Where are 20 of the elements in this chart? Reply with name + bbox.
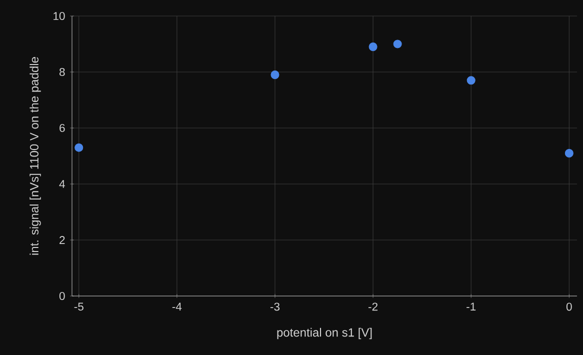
y-tick-label: 4: [59, 180, 65, 188]
x-axis-title: potential on s1 [V]: [277, 328, 372, 340]
point: [368, 42, 378, 52]
x-tick-label: 0: [566, 302, 572, 311]
y-tick-label: 6: [60, 124, 65, 132]
y-tick-label: 2: [60, 236, 65, 244]
point: [74, 143, 84, 152]
x-tick-label: -1: [466, 302, 476, 311]
x-tick-label: -3: [270, 302, 280, 311]
y-tick-label: 8: [59, 68, 65, 76]
point: [466, 76, 476, 85]
point: [270, 70, 280, 80]
point: [393, 40, 402, 48]
y-tick-label: 10: [54, 12, 65, 20]
point: [564, 148, 574, 158]
x-tick-label: -4: [172, 302, 182, 311]
x-tick-label: -2: [368, 302, 378, 311]
x-tick-label: -5: [74, 302, 84, 311]
y-tick-label: 0: [59, 292, 65, 300]
y-axis-title: int. signal [nVs] 1100 V on the paddle: [30, 57, 41, 255]
